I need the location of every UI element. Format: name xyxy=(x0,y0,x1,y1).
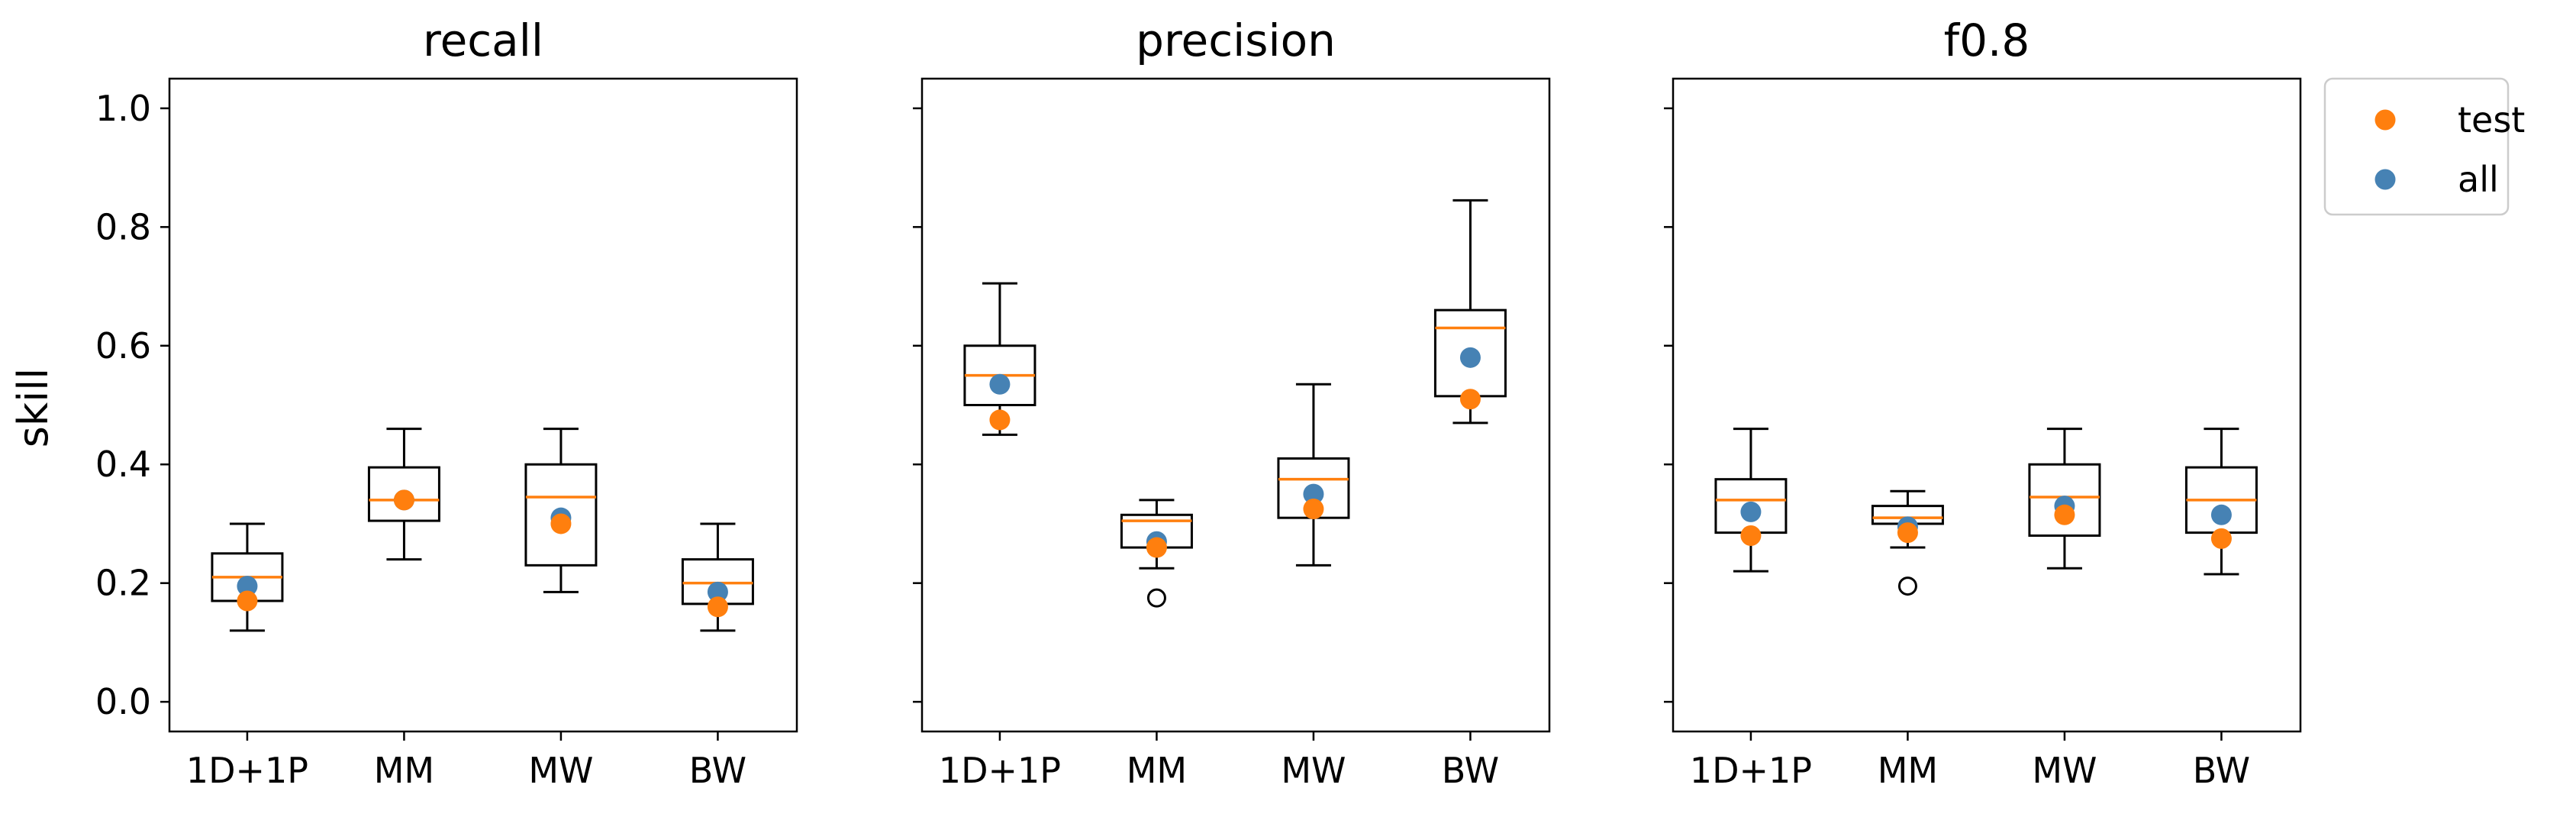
box-1D+1P: 1D+1P xyxy=(939,282,1061,791)
box-MM: MM xyxy=(1871,489,1944,791)
box-MW: MW xyxy=(1277,383,1350,791)
x-tick-label: 1D+1P xyxy=(939,750,1061,791)
test-point xyxy=(989,409,1011,431)
all-point xyxy=(707,581,728,602)
x-tick-label: BW xyxy=(1442,750,1499,791)
x-tick-label: 1D+1P xyxy=(1690,750,1812,791)
y-tick-label: 0.0 xyxy=(95,681,151,722)
iqr-box xyxy=(524,463,598,567)
y-tick-label: 0.8 xyxy=(95,206,151,247)
x-tick-label: BW xyxy=(689,750,746,791)
test-point xyxy=(1740,525,1762,546)
test-point xyxy=(237,590,258,612)
legend-label-all: all xyxy=(2458,159,2499,200)
x-tick-label: 1D+1P xyxy=(186,750,308,791)
all-point xyxy=(1303,483,1324,505)
x-tick-label: MM xyxy=(1127,750,1187,791)
box-BW: BW xyxy=(1433,199,1507,791)
test-point xyxy=(2054,504,2075,525)
box-MW: MW xyxy=(524,428,598,791)
legend: test all xyxy=(2323,77,2525,216)
box-1D+1P: 1D+1P xyxy=(186,522,308,791)
box-BW: BW xyxy=(2184,428,2258,791)
y-axis-label: skill xyxy=(9,368,57,447)
box-MW: MW xyxy=(2028,428,2101,791)
x-tick-label: MM xyxy=(374,750,434,791)
box-BW: BW xyxy=(681,522,754,791)
legend-marker-test xyxy=(2374,109,2396,131)
axes-frame xyxy=(1672,77,2302,733)
all-point xyxy=(2210,504,2232,525)
panel-0: recall 0.0 0.2 0.4 0.6 0.8 1.0 1D+1P MM MW BW xyxy=(95,15,798,791)
test-point xyxy=(393,489,414,511)
legend-frame xyxy=(2323,77,2510,216)
panel-title: precision xyxy=(1136,15,1336,66)
y-tick-label: 0.4 xyxy=(95,444,151,485)
legend-marker-all xyxy=(2374,169,2396,190)
x-tick-label: MW xyxy=(2032,750,2097,791)
y-tick-label: 0.2 xyxy=(95,563,151,604)
all-point xyxy=(237,576,258,597)
outlier-point xyxy=(1897,576,1917,596)
y-tick-label: 1.0 xyxy=(95,88,151,129)
x-tick-label: BW xyxy=(2193,750,2250,791)
axes-frame xyxy=(920,77,1551,733)
x-tick-label: MW xyxy=(528,750,593,791)
test-point xyxy=(1897,522,1918,544)
x-tick-label: MM xyxy=(1878,750,1938,791)
panel-title: recall xyxy=(423,15,543,66)
all-point xyxy=(1459,347,1481,368)
test-point xyxy=(1303,499,1324,520)
box-1D+1P: 1D+1P xyxy=(1690,428,1812,791)
panel-2: f0.8 1D+1P MM MW BW xyxy=(1664,15,2302,791)
panel-1: precision 1D+1P MM MW BW xyxy=(913,15,1551,791)
box-MM: MM xyxy=(367,428,440,791)
test-point xyxy=(550,513,572,534)
x-tick-label: MW xyxy=(1281,750,1346,791)
iqr-box xyxy=(367,466,440,522)
y-tick-label: 0.6 xyxy=(95,325,151,367)
test-point xyxy=(707,596,728,618)
iqr-box xyxy=(2028,463,2101,538)
all-point xyxy=(989,373,1011,395)
axes-frame xyxy=(168,77,798,733)
all-point xyxy=(1740,501,1762,522)
test-point xyxy=(1146,537,1167,558)
panel-title: f0.8 xyxy=(1944,15,2030,66)
legend-label-test: test xyxy=(2458,99,2525,140)
box-MM: MM xyxy=(1120,499,1193,791)
test-point xyxy=(2210,528,2232,549)
outlier-point xyxy=(1146,588,1166,608)
test-point xyxy=(1459,389,1481,410)
